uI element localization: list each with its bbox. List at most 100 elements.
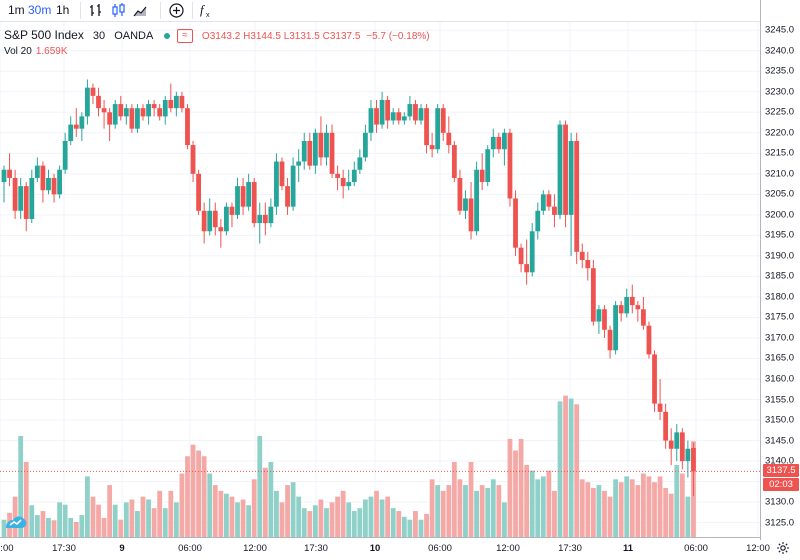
- volume-bar: [363, 499, 368, 537]
- candle: [123, 104, 129, 125]
- candle: [652, 350, 657, 412]
- bars-style-icon[interactable]: [88, 2, 105, 19]
- candle: [401, 112, 407, 125]
- symbol-name[interactable]: S&P 500 Index: [4, 28, 84, 42]
- bar-countdown-tag: 02:03: [763, 478, 799, 492]
- candle-body: [301, 141, 307, 162]
- candle-body: [135, 108, 140, 129]
- interval-1h-button[interactable]: 1h: [56, 3, 70, 17]
- candle: [7, 153, 12, 187]
- toolbar-separator: [192, 2, 193, 19]
- candle-body: [218, 227, 224, 232]
- price-axis[interactable]: 3245.0 3240.0 3235.0 3230.0 3225.0 3220.0 3215…: [760, 0, 800, 540]
- candle: [518, 243, 524, 273]
- candle-body: [374, 108, 379, 125]
- tradingview-logo-icon[interactable]: [4, 511, 28, 531]
- area-style-icon[interactable]: [132, 2, 149, 19]
- volume-bar: [590, 487, 596, 537]
- candle: [185, 104, 190, 150]
- volume-bar: [463, 485, 468, 537]
- volume-bar: [502, 502, 507, 537]
- candles-style-icon[interactable]: [110, 2, 127, 19]
- settings-gear-icon[interactable]: [776, 541, 790, 555]
- volume-bar: [212, 485, 218, 537]
- candle-body: [112, 104, 118, 125]
- volume-bar: [546, 470, 552, 537]
- candle: [190, 141, 196, 183]
- candle: [335, 165, 340, 191]
- candle: [312, 128, 318, 174]
- candle: [179, 91, 185, 113]
- candle-body: [652, 354, 657, 404]
- candle-body: [90, 87, 96, 96]
- symbol-interval: 30: [92, 30, 106, 42]
- volume-bar: [474, 490, 479, 537]
- volume-bar: [85, 476, 90, 537]
- candle-body: [162, 99, 168, 117]
- candle-body: [7, 169, 12, 178]
- price-chart[interactable]: [0, 22, 760, 537]
- candle: [607, 325, 613, 359]
- candle-body: [351, 169, 357, 183]
- candle-body: [607, 329, 613, 351]
- function-icon[interactable]: f x: [198, 2, 215, 19]
- candle: [624, 288, 630, 318]
- price-axis-label: 3170.0: [765, 332, 795, 344]
- candle-body: [385, 99, 391, 121]
- interval-1m-button[interactable]: 1m: [8, 3, 25, 17]
- price-axis-label: 3150.0: [765, 414, 795, 426]
- candle-body: [179, 95, 185, 109]
- candle: [357, 149, 363, 174]
- volume-bar: [674, 464, 680, 537]
- volume-bar: [585, 482, 591, 537]
- volume-bar: [568, 398, 574, 537]
- time-axis-label: 12:00: [496, 543, 520, 554]
- price-axis-label: 3235.0: [765, 65, 795, 77]
- compare-badge-icon[interactable]: ≈: [176, 29, 193, 44]
- volume-bar: [335, 496, 340, 537]
- candle-body: [579, 251, 585, 261]
- candle-body: [613, 305, 618, 351]
- candle-body: [635, 305, 641, 310]
- candle-body: [190, 145, 196, 174]
- price-axis-label: 3140.0: [765, 455, 795, 467]
- candle-body: [657, 403, 663, 412]
- candle-body: [446, 132, 452, 146]
- candle-body: [557, 124, 563, 215]
- candle-body: [379, 99, 385, 125]
- time-axis-label: 12:00: [243, 543, 267, 554]
- candle: [224, 202, 229, 236]
- volume-bar: [140, 496, 146, 537]
- volume-bar: [368, 496, 374, 537]
- time-axis[interactable]: 12:00 17:30 9 06:00 12:00 17:30 10 06:00 12:00 17…: [0, 537, 770, 560]
- candle-body: [346, 182, 352, 187]
- volume-bar: [301, 508, 307, 537]
- candle-body: [157, 108, 163, 117]
- candle-body: [540, 194, 546, 211]
- price-axis-label: 3240.0: [765, 45, 795, 57]
- time-axis-label: 17:30: [558, 543, 582, 554]
- candle-body: [463, 198, 468, 211]
- candle: [363, 124, 368, 162]
- candle: [446, 116, 452, 154]
- volume-bar: [162, 508, 168, 537]
- candle-body: [424, 108, 429, 146]
- candle-body: [40, 165, 46, 191]
- volume-bar: [101, 517, 107, 537]
- candle-body: [513, 198, 518, 248]
- volume-bar: [679, 473, 685, 537]
- time-axis-label: 9: [119, 543, 125, 554]
- candle-body: [457, 177, 463, 211]
- candle: [479, 153, 485, 191]
- volume-bar: [552, 490, 557, 537]
- candle-body: [290, 165, 296, 207]
- add-indicator-icon[interactable]: [168, 2, 185, 19]
- candle-body: [490, 136, 496, 150]
- volume-bar: [540, 476, 546, 537]
- candle: [618, 301, 624, 322]
- interval-30m-button[interactable]: 30m: [28, 3, 52, 17]
- time-axis-label: 17:30: [52, 543, 76, 554]
- volume-bar: [579, 479, 585, 537]
- volume-bar: [190, 444, 196, 537]
- candle-body: [679, 432, 685, 462]
